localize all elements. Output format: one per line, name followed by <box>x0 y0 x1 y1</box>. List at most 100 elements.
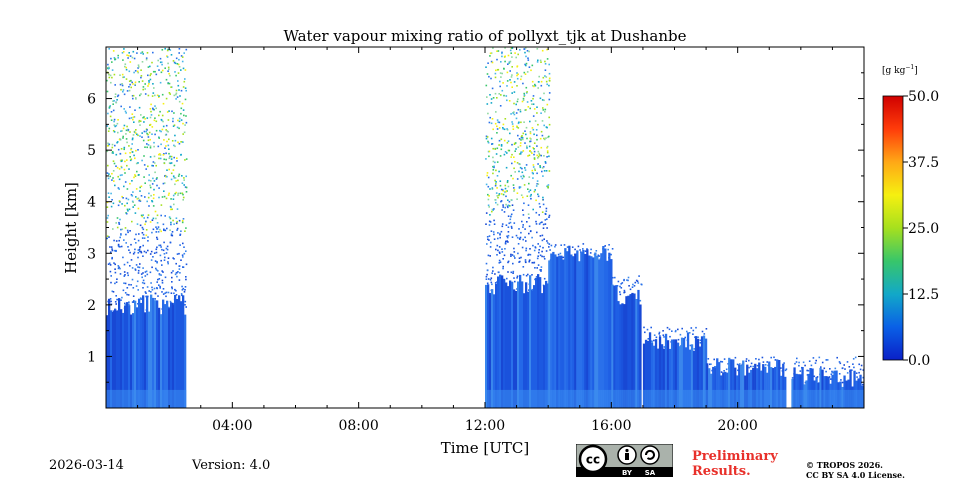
heatmap-speckle <box>530 100 533 102</box>
heatmap-speckle <box>172 120 174 123</box>
heatmap-speckle <box>506 71 509 74</box>
heatmap-speckle <box>539 269 541 271</box>
heatmap-speckle <box>517 122 520 125</box>
heatmap-speckle <box>182 196 185 199</box>
heatmap-column <box>128 305 131 408</box>
heatmap-speckle <box>662 334 665 336</box>
heatmap-speckle <box>655 336 658 339</box>
heatmap-speckle <box>147 133 149 136</box>
heatmap-speckle <box>174 273 177 276</box>
heatmap-speckle <box>184 159 186 161</box>
heatmap-speckle <box>155 248 158 251</box>
heatmap-column <box>600 253 603 408</box>
heatmap-speckle <box>533 150 536 153</box>
heatmap-speckle <box>537 183 540 185</box>
heatmap-speckle <box>725 368 728 371</box>
heatmap-speckle <box>630 294 632 296</box>
cc-by-sa-badge-icon: cc BY SA <box>576 444 673 477</box>
heatmap-speckle <box>852 363 854 365</box>
heatmap-near-ground <box>776 389 779 408</box>
heatmap-speckle <box>185 175 187 178</box>
heatmap-speckle <box>156 246 158 249</box>
heatmap-column <box>684 347 688 408</box>
heatmap-speckle <box>536 183 538 185</box>
heatmap-speckle <box>120 299 122 301</box>
heatmap-speckle <box>841 381 844 384</box>
heatmap-speckle <box>130 147 133 150</box>
heatmap-speckle <box>182 193 184 196</box>
heatmap-speckle <box>163 190 165 192</box>
heatmap-speckle <box>505 224 508 226</box>
heatmap-near-ground <box>660 389 664 408</box>
heatmap-speckle <box>119 159 122 162</box>
heatmap-speckle <box>535 276 538 278</box>
heatmap-speckle <box>524 63 526 66</box>
heatmap-speckle <box>620 287 623 289</box>
heatmap-speckle <box>495 181 497 183</box>
heatmap-speckle <box>542 203 545 206</box>
heatmap-speckle <box>517 127 520 129</box>
heatmap-speckle <box>550 244 553 247</box>
heatmap-speckle <box>161 63 163 66</box>
heatmap-speckle <box>521 220 523 223</box>
heatmap-speckle <box>111 151 114 153</box>
heatmap-speckle <box>515 103 517 106</box>
heatmap-column <box>809 368 812 408</box>
heatmap-speckle <box>487 112 489 115</box>
heatmap-near-ground <box>696 389 700 408</box>
heatmap-speckle <box>503 67 505 70</box>
heatmap-speckle <box>491 187 494 189</box>
heatmap-speckle <box>161 93 164 96</box>
heatmap-speckle <box>127 54 130 57</box>
heatmap-speckle <box>150 110 152 113</box>
heatmap-speckle <box>127 57 129 59</box>
heatmap-speckle <box>500 148 503 151</box>
heatmap-column <box>150 294 153 408</box>
heatmap-speckle <box>170 271 173 274</box>
heatmap-speckle <box>165 97 168 100</box>
heatmap-speckle <box>160 130 162 133</box>
heatmap-column <box>170 302 173 408</box>
heatmap-near-ground <box>594 389 597 408</box>
heatmap-speckle <box>129 131 131 133</box>
heatmap-speckle <box>516 85 518 87</box>
heatmap-speckle <box>492 165 494 168</box>
heatmap-speckle <box>156 184 158 187</box>
x-axis: 04:00 08:00 12:00 16:00 20:00 <box>137 47 833 434</box>
heatmap-speckle <box>542 166 545 168</box>
heatmap-speckle <box>517 53 519 56</box>
heatmap-speckle <box>523 95 526 97</box>
heatmap-speckle <box>184 69 187 71</box>
heatmap-column <box>698 346 702 408</box>
heatmap-speckle <box>677 328 679 331</box>
heatmap-speckle <box>153 188 155 191</box>
heatmap-speckle <box>529 195 532 198</box>
heatmap-column <box>708 368 711 408</box>
heatmap-near-ground <box>799 389 802 408</box>
heatmap-speckle <box>490 230 493 232</box>
heatmap-speckle <box>171 208 173 211</box>
heatmap-speckle <box>169 300 172 303</box>
heatmap-speckle <box>111 61 113 63</box>
heatmap-near-ground <box>128 389 131 408</box>
heatmap-speckle <box>157 270 159 272</box>
heatmap-speckle <box>511 153 513 156</box>
heatmap-speckle <box>133 204 136 206</box>
heatmap-speckle <box>504 187 507 190</box>
heatmap-speckle <box>177 179 179 182</box>
heatmap-near-ground <box>586 389 589 408</box>
heatmap-speckle <box>154 171 156 174</box>
heatmap-speckle <box>545 170 548 172</box>
heatmap-speckle <box>178 58 180 61</box>
heatmap-speckle <box>540 130 543 133</box>
heatmap-near-ground <box>541 389 544 408</box>
heatmap-speckle <box>156 287 158 289</box>
heatmap-speckle <box>516 74 518 77</box>
heatmap-speckle <box>150 73 152 75</box>
heatmap-near-ground <box>797 389 800 408</box>
heatmap-near-ground <box>499 389 502 408</box>
heatmap-speckle <box>135 97 137 99</box>
heatmap-speckle <box>155 267 157 270</box>
heatmap-speckle <box>546 58 549 60</box>
